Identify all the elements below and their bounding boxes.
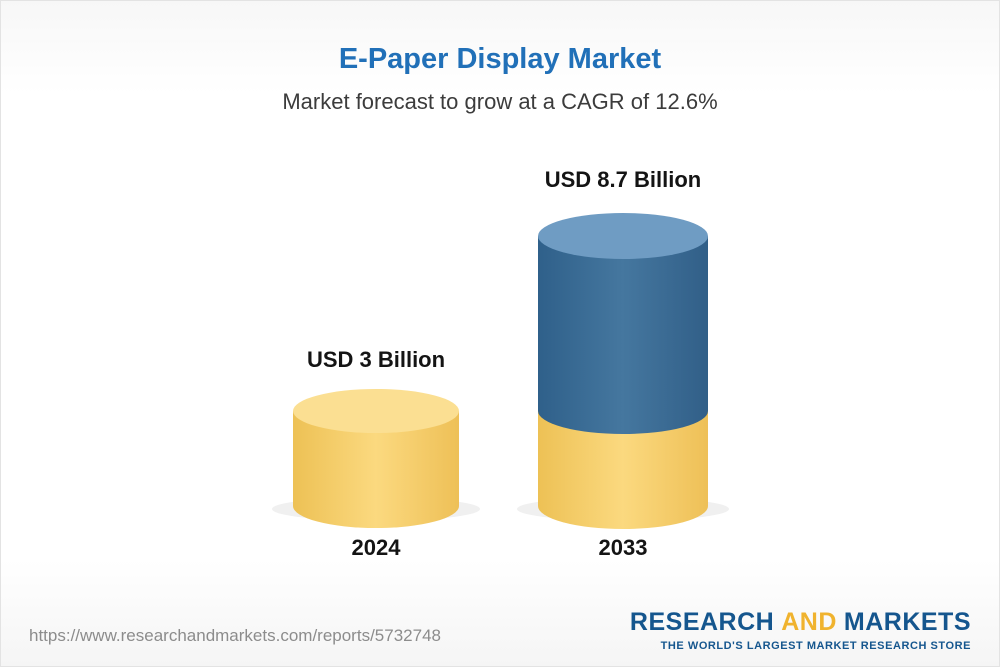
logo-word-research: RESEARCH bbox=[629, 608, 775, 636]
bar-2024 bbox=[272, 389, 480, 528]
report-url-link[interactable]: https://www.researchandmarkets.com/repor… bbox=[29, 626, 441, 645]
bar-2024-body bbox=[293, 411, 459, 528]
logo-word-and: AND bbox=[781, 608, 837, 636]
page-subtitle: Market forecast to grow at a CAGR of 12.… bbox=[282, 89, 718, 114]
bar-2033-top bbox=[538, 213, 708, 259]
value-label-2024: USD 3 Billion bbox=[306, 347, 446, 372]
value-label-2033: USD 8.7 Billion bbox=[544, 167, 702, 192]
logo-word-markets: MARKETS bbox=[843, 608, 971, 636]
bar-2033-body bbox=[538, 236, 708, 434]
logo-wordmark: RESEARCH AND MARKETS bbox=[630, 608, 971, 637]
page-title: E-Paper Display Market bbox=[338, 43, 662, 75]
research-and-markets-logo: RESEARCH AND MARKETS THE WORLD'S LARGEST M… bbox=[630, 608, 971, 652]
x-tick-2033: 2033 bbox=[598, 535, 648, 560]
bar-2033-base-segment bbox=[538, 411, 708, 529]
cylinder-bars-graphic bbox=[272, 213, 729, 529]
chart-area: USD 8.7 Billion USD 3 Billion 2024 2033 bbox=[1, 151, 999, 581]
x-tick-2024: 2024 bbox=[351, 535, 401, 560]
bar-2033 bbox=[517, 213, 729, 529]
bar-2024-top bbox=[293, 389, 459, 433]
logo-tagline: THE WORLD'S LARGEST MARKET RESEARCH STOR… bbox=[660, 640, 971, 652]
